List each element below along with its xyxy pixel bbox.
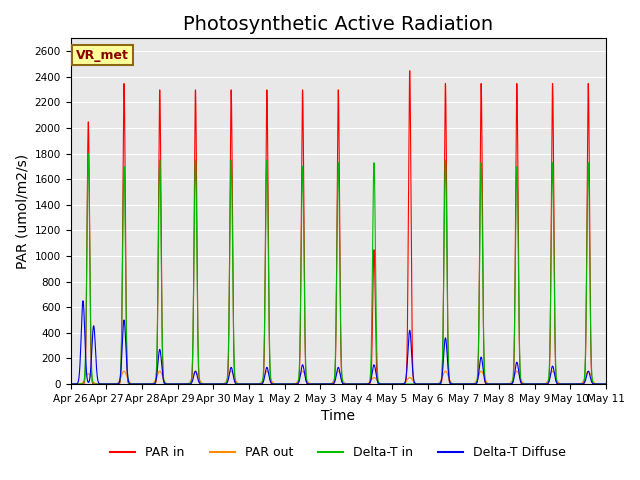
- Delta-T in: [318, 381, 326, 387]
- Delta-T Diffuse: [67, 381, 74, 387]
- Line: PAR in: PAR in: [70, 71, 606, 384]
- X-axis label: Time: Time: [321, 409, 355, 423]
- Delta-T Diffuse: [429, 381, 436, 387]
- Delta-T in: [67, 381, 74, 387]
- PAR in: [406, 68, 413, 73]
- PAR in: [353, 381, 360, 387]
- Delta-T Diffuse: [79, 298, 87, 304]
- Y-axis label: PAR (umol/m2/s): PAR (umol/m2/s): [15, 154, 29, 269]
- Delta-T Diffuse: [602, 381, 609, 387]
- Delta-T Diffuse: [163, 381, 171, 387]
- Line: PAR out: PAR out: [70, 371, 606, 384]
- PAR in: [318, 381, 326, 387]
- Delta-T in: [602, 381, 610, 387]
- Delta-T Diffuse: [174, 381, 182, 387]
- PAR in: [163, 381, 171, 387]
- PAR out: [602, 381, 609, 387]
- PAR out: [458, 381, 466, 387]
- Delta-T Diffuse: [489, 381, 497, 387]
- PAR out: [602, 381, 610, 387]
- Title: Photosynthetic Active Radiation: Photosynthetic Active Radiation: [183, 15, 493, 34]
- Delta-T in: [489, 381, 497, 387]
- Delta-T Diffuse: [602, 381, 610, 387]
- Delta-T Diffuse: [319, 381, 326, 387]
- Text: VR_met: VR_met: [76, 48, 129, 62]
- PAR in: [458, 381, 466, 387]
- Delta-T in: [602, 381, 609, 387]
- Delta-T in: [388, 381, 396, 387]
- PAR in: [602, 381, 610, 387]
- Delta-T in: [458, 381, 466, 387]
- PAR in: [489, 381, 497, 387]
- PAR out: [67, 381, 74, 387]
- PAR out: [120, 368, 128, 374]
- Delta-T Diffuse: [458, 381, 466, 387]
- Legend: PAR in, PAR out, Delta-T in, Delta-T Diffuse: PAR in, PAR out, Delta-T in, Delta-T Dif…: [106, 441, 571, 464]
- PAR out: [353, 381, 360, 387]
- Line: Delta-T Diffuse: Delta-T Diffuse: [70, 301, 606, 384]
- PAR in: [602, 381, 609, 387]
- Line: Delta-T in: Delta-T in: [70, 154, 606, 384]
- PAR out: [489, 381, 497, 387]
- Delta-T in: [429, 381, 436, 387]
- Delta-T in: [163, 381, 171, 387]
- PAR in: [429, 381, 436, 387]
- PAR out: [429, 381, 436, 387]
- PAR in: [67, 381, 74, 387]
- PAR out: [318, 381, 326, 387]
- Delta-T in: [84, 151, 92, 156]
- PAR out: [163, 381, 171, 386]
